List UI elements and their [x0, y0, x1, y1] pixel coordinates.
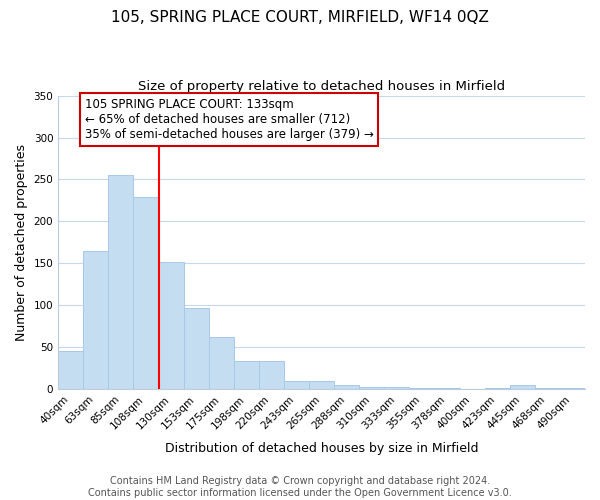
Bar: [334, 385, 359, 389]
Bar: [259, 360, 284, 389]
Bar: [133, 197, 158, 389]
Bar: [560, 388, 585, 389]
Bar: [385, 388, 409, 389]
Bar: [409, 388, 434, 389]
Bar: [434, 388, 460, 389]
Bar: [209, 337, 234, 389]
Bar: [359, 388, 385, 389]
Y-axis label: Number of detached properties: Number of detached properties: [15, 144, 28, 341]
Bar: [510, 385, 535, 389]
X-axis label: Distribution of detached houses by size in Mirfield: Distribution of detached houses by size …: [165, 442, 478, 455]
Bar: [109, 176, 133, 389]
Bar: [184, 308, 209, 389]
Bar: [58, 352, 83, 389]
Text: 105, SPRING PLACE COURT, MIRFIELD, WF14 0QZ: 105, SPRING PLACE COURT, MIRFIELD, WF14 …: [111, 10, 489, 25]
Title: Size of property relative to detached houses in Mirfield: Size of property relative to detached ho…: [138, 80, 505, 93]
Bar: [309, 381, 334, 389]
Text: Contains HM Land Registry data © Crown copyright and database right 2024.
Contai: Contains HM Land Registry data © Crown c…: [88, 476, 512, 498]
Bar: [535, 388, 560, 389]
Bar: [284, 381, 309, 389]
Bar: [83, 251, 109, 389]
Bar: [158, 262, 184, 389]
Bar: [234, 360, 259, 389]
Bar: [485, 388, 510, 389]
Text: 105 SPRING PLACE COURT: 133sqm
← 65% of detached houses are smaller (712)
35% of: 105 SPRING PLACE COURT: 133sqm ← 65% of …: [85, 98, 373, 141]
